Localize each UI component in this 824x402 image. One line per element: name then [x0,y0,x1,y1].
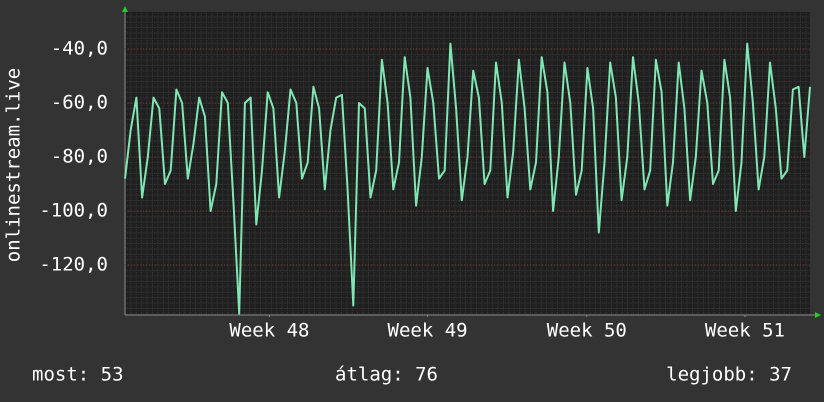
y-tick-label: -120,0 [39,254,108,276]
x-tick-label: Week 50 [547,320,627,342]
y-tick-label: -60,0 [51,92,108,114]
y-tick-label: -100,0 [39,200,108,222]
y-axis-label: onlinestream.live [3,68,25,262]
x-tick-label: Week 49 [388,320,468,342]
y-tick-label: -40,0 [51,37,108,59]
footer-stat: legjobb: 37 [666,364,792,386]
footer-stat: most: 53 [32,364,124,386]
footer-stat: átlag: 76 [335,364,438,386]
data-line [124,42,811,315]
y-tick-label: -80,0 [51,146,108,168]
x-tick-label: Week 51 [705,320,785,342]
y-arrow [122,6,128,12]
x-tick-label: Week 48 [229,320,309,342]
x-arrow [815,312,821,318]
